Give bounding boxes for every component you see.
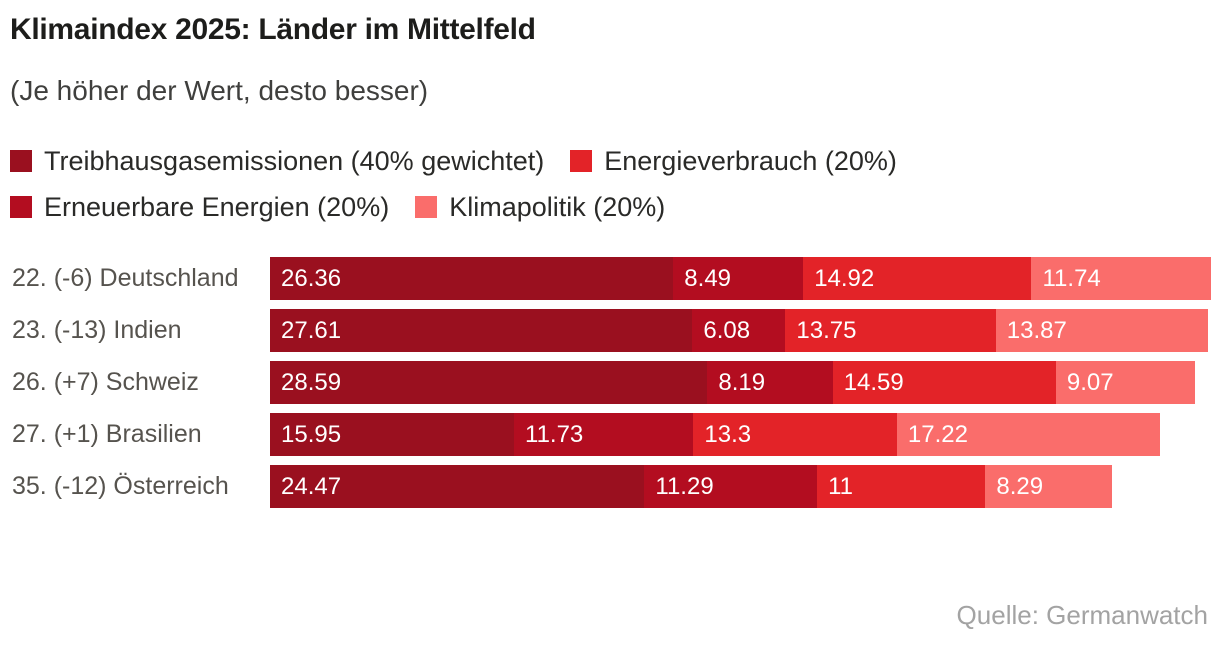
bar-segment: 15.95 [270,413,514,456]
legend-item: Treibhausgasemissionen (40% gewichtet) [10,146,544,176]
bar-segment: 8.29 [985,465,1113,508]
bar-segment: 11 [817,465,986,508]
bar-segment: 24.47 [270,465,645,508]
segment-value-label: 11.29 [655,473,714,500]
source-note: Quelle: Germanwatch [956,600,1208,630]
legend-label: Energieverbrauch (20%) [604,145,897,176]
stacked-bar: 15.95 11.73 13.3 17.22 [270,413,1161,456]
legend: Treibhausgasemissionen (40% gewichtet) En… [10,146,1050,222]
segment-value-label: 9.07 [1066,369,1114,396]
bar-segment: 8.49 [673,257,804,300]
country-rank-label: 22. (-6) Deutschland [12,264,239,292]
bar-segment: 8.19 [707,361,833,404]
segment-value-label: 28.59 [281,369,342,396]
segment-value-label: 8.49 [684,265,732,292]
segment-value-label: 14.59 [843,369,904,396]
bar-segment: 11.29 [644,465,818,508]
legend-item: Energieverbrauch (20%) [570,146,897,176]
country-rank-label: 35. (-12) Österreich [12,472,229,500]
legend-swatch-icon [10,150,32,172]
bar-segment: 17.22 [896,413,1161,456]
stacked-bar: 28.59 8.19 14.59 9.07 [270,361,1195,404]
country-row: 22. (-6) Deutschland 26.36 8.49 14.92 11.74 [0,257,1212,300]
bar-segment: 13.75 [785,309,996,352]
segment-value-label: 17.22 [907,421,968,448]
segment-value-label: 11.74 [1042,265,1101,292]
bar-segment: 13.3 [693,413,897,456]
segment-value-label: 11 [828,473,853,500]
legend-item: Erneuerbare Energien (20%) [10,192,389,222]
segment-value-label: 6.08 [703,317,751,344]
bar-segment: 27.61 [270,309,693,352]
segment-value-label: 27.61 [281,317,342,344]
bar-chart-rows: 22. (-6) Deutschland 26.36 8.49 14.92 11.74 2… [0,257,1212,517]
stacked-bar: 27.61 6.08 13.75 13.87 [270,309,1208,352]
bar-segment: 26.36 [270,257,674,300]
segment-value-label: 13.87 [1006,317,1067,344]
legend-swatch-icon [10,196,32,218]
legend-item: Klimapolitik (20%) [415,192,665,222]
country-rank-label: 26. (+7) Schweiz [12,368,199,396]
country-row: 27. (+1) Brasilien 15.95 11.73 13.3 17.22 [0,413,1211,456]
bar-segment: 14.92 [803,257,1032,300]
segment-value-label: 8.19 [718,369,766,396]
country-row: 26. (+7) Schweiz 28.59 8.19 14.59 9.07 [0,361,1211,404]
legend-label: Erneuerbare Energien (20%) [44,191,390,222]
segment-value-label: 14.92 [814,265,875,292]
country-row: 35. (-12) Österreich 24.47 11.29 11 8.29 [0,465,1211,508]
country-rank-label: 23. (-13) Indien [12,316,182,344]
bar-segment: 11.74 [1031,257,1212,300]
country-rank-label: 27. (+1) Brasilien [12,420,202,448]
bar-segment: 11.73 [514,413,694,456]
segment-value-label: 13.75 [796,317,857,344]
segment-value-label: 26.36 [281,265,342,292]
chart-subtitle: (Je höher der Wert, desto besser) [10,75,429,106]
segment-value-label: 15.95 [281,421,342,448]
bar-segment: 9.07 [1055,361,1195,404]
bar-segment: 6.08 [692,309,786,352]
bar-segment: 13.87 [995,309,1208,352]
bar-segment: 28.59 [270,361,708,404]
segment-value-label: 8.29 [996,473,1044,500]
legend-swatch-icon [570,150,593,172]
chart-title: Klimaindex 2025: Länder im Mittelfeld [10,13,536,46]
stacked-bar: 26.36 8.49 14.92 11.74 [270,257,1212,300]
legend-swatch-icon [415,196,438,218]
legend-label: Treibhausgasemissionen (40% gewichtet) [44,145,545,176]
country-row: 23. (-13) Indien 27.61 6.08 13.75 13.87 [0,309,1211,352]
bar-segment: 14.59 [832,361,1056,404]
stacked-bar: 24.47 11.29 11 8.29 [270,465,1113,508]
segment-value-label: 13.3 [704,421,752,448]
legend-label: Klimapolitik (20%) [449,191,666,222]
segment-value-label: 11.73 [525,421,584,448]
segment-value-label: 24.47 [281,473,342,500]
